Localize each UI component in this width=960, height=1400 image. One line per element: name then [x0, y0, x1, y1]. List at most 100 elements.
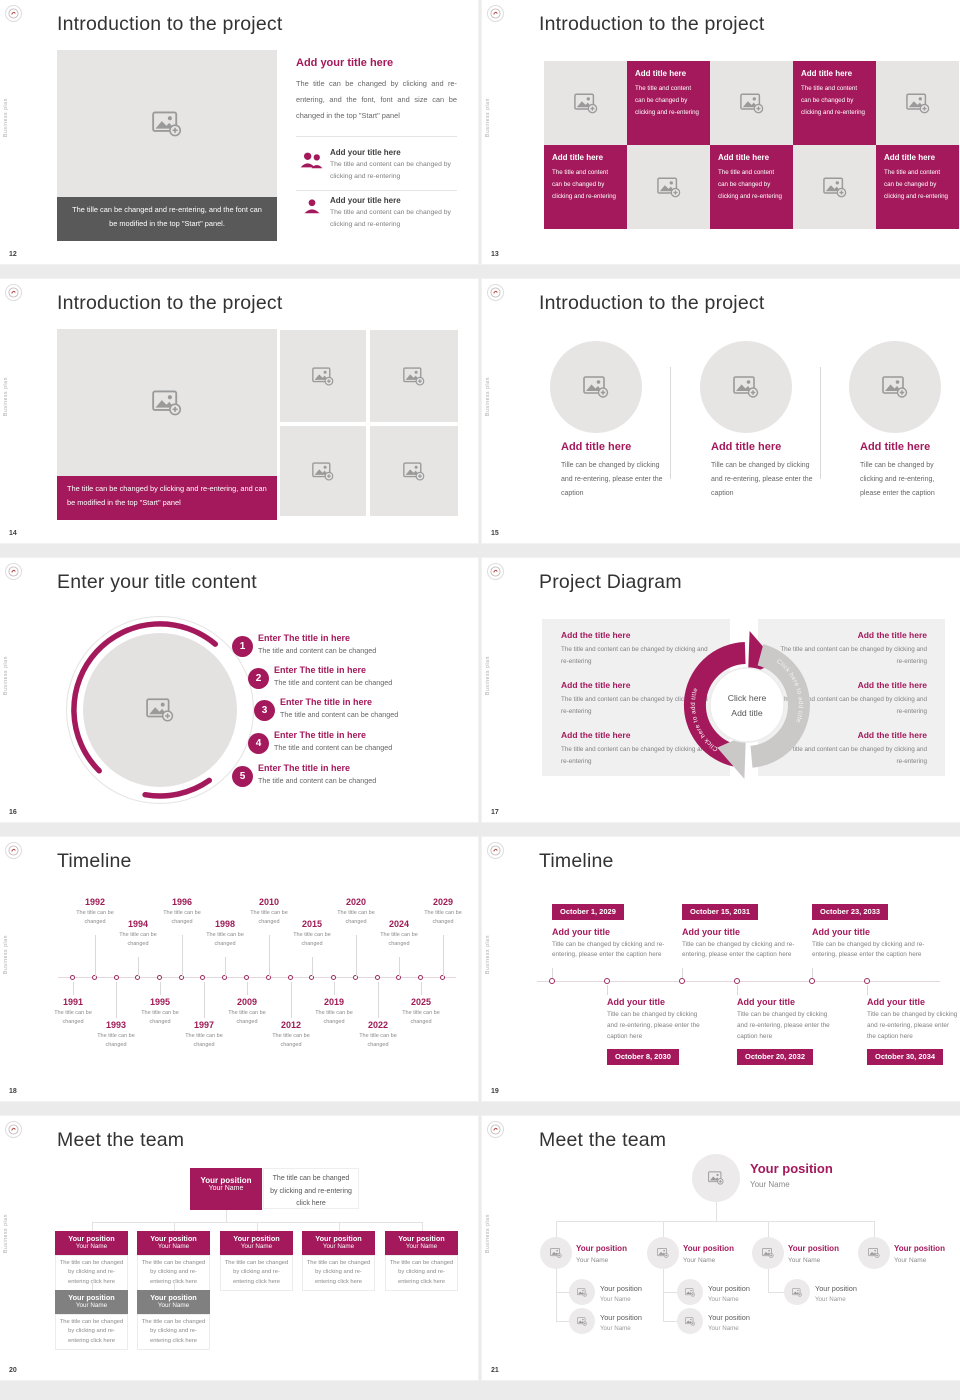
divider — [296, 136, 457, 137]
year-label: 1994 The title can be changed — [119, 919, 157, 947]
emblem-logo — [5, 1121, 22, 1138]
slide-number: 16 — [9, 809, 17, 816]
image-add-icon — [685, 1316, 695, 1326]
grid-cell-card[interactable]: Add title here The title and content can … — [793, 61, 876, 145]
year-label: 2025 The title can be changed — [402, 997, 440, 1025]
image-add-icon — [792, 1287, 802, 1297]
org-root-box[interactable]: Your position Your Name — [190, 1168, 262, 1210]
year-label: 1995 The title can be changed — [141, 997, 179, 1025]
name-label: Your Name — [815, 1296, 846, 1303]
numbered-badge: 1 — [232, 636, 253, 657]
position-label: Your position — [315, 1234, 362, 1243]
avatar-circle[interactable] — [692, 1154, 740, 1202]
item-text: The title and content can be changed by … — [561, 696, 708, 716]
people-group-icon — [299, 151, 325, 175]
grid-cell-card[interactable]: Add title here The title and content can … — [544, 145, 627, 229]
avatar-circle[interactable] — [677, 1279, 703, 1305]
member-caption: The title can be changed by clicking and… — [385, 1255, 458, 1291]
avatar-circle[interactable] — [858, 1237, 890, 1269]
org-member-box[interactable]: Your position Your Name — [220, 1231, 293, 1255]
grid-cell-card[interactable]: Add title here The title and content can … — [876, 145, 959, 229]
image-placeholder[interactable] — [280, 426, 366, 516]
item-title: Add your title — [607, 997, 665, 1007]
card-text: The title and content can be changed by … — [635, 85, 699, 117]
image-placeholder[interactable] — [280, 330, 366, 422]
timeline-dot — [288, 975, 293, 980]
center-line-1: Click here — [727, 693, 767, 703]
image-placeholder[interactable] — [57, 50, 277, 197]
card-title: Add title here — [711, 441, 782, 453]
avatar-circle[interactable] — [647, 1237, 679, 1269]
circle-image-placeholder[interactable] — [700, 341, 792, 433]
timeline-dot — [809, 978, 815, 984]
position-label: Your position — [68, 1293, 115, 1302]
org-member-box[interactable]: Your position Your Name — [302, 1231, 375, 1255]
slide-title: Introduction to the project — [539, 13, 765, 35]
image-placeholder[interactable] — [370, 426, 458, 516]
slide-14-thumbnail[interactable]: Business plan Introduction to the projec… — [0, 279, 478, 543]
card-text: The title and content can be changed by … — [552, 169, 616, 201]
image-placeholder[interactable] — [370, 330, 458, 422]
name-label: Your Name — [750, 1180, 790, 1189]
timeline-card: Add your title Title can be changed by c… — [867, 997, 959, 1065]
item-title: Enter The title in here — [274, 730, 367, 740]
slide-15-thumbnail[interactable]: Business plan Introduction to the projec… — [482, 279, 960, 543]
circle-image-placeholder[interactable] — [83, 633, 237, 787]
slide-13-thumbnail[interactable]: Business plan Introduction to the projec… — [482, 0, 960, 264]
circle-image-placeholder[interactable] — [849, 341, 941, 433]
timeline-dot — [353, 975, 358, 980]
image-add-icon — [583, 376, 609, 398]
slide-21-thumbnail[interactable]: Business plan Meet the team Your positio… — [482, 1116, 960, 1380]
item-title: Add the title here — [857, 680, 927, 690]
timeline-dot — [418, 975, 423, 980]
grid-cell-card[interactable]: Add title here The title and content can … — [710, 145, 793, 229]
slide-18-thumbnail[interactable]: Business plan Timeline 1992 The title can… — [0, 837, 478, 1101]
image-add-icon — [577, 1287, 587, 1297]
circle-image-placeholder[interactable] — [550, 341, 642, 433]
item-title: Add the title here — [561, 630, 631, 640]
org-member-box[interactable]: Your position Your Name — [55, 1290, 128, 1314]
item-title: Add the title here — [857, 730, 927, 740]
org-member-box[interactable]: Your position Your Name — [137, 1290, 210, 1314]
avatar-circle[interactable] — [540, 1237, 572, 1269]
avatar-circle[interactable] — [677, 1308, 703, 1334]
name-label: Your Name — [708, 1325, 739, 1332]
image-add-icon — [312, 366, 334, 386]
side-label: Business plan — [485, 1214, 491, 1253]
slide-title: Enter your title content — [57, 571, 257, 593]
date-badge: October 20, 2032 — [737, 1048, 814, 1065]
avatar-circle[interactable] — [752, 1237, 784, 1269]
name-label: Your Name — [157, 1243, 190, 1250]
grid-cell-image[interactable] — [793, 145, 876, 229]
grid-cell-image[interactable] — [710, 61, 793, 145]
slide-12-thumbnail[interactable]: Business plan Introduction to the projec… — [0, 0, 478, 264]
grid-cell-image[interactable] — [544, 61, 627, 145]
body-text: The title can be changed by clicking and… — [296, 79, 457, 120]
slide-17-thumbnail[interactable]: Business plan Project Diagram Add the ti… — [482, 558, 960, 822]
timeline-dot — [200, 975, 205, 980]
year-label: 2015 The title can be changed — [293, 919, 331, 947]
grid-cell-card[interactable]: Add title here The title and content can … — [627, 61, 710, 145]
avatar-circle[interactable] — [569, 1308, 595, 1334]
org-member-box[interactable]: Your position Your Name — [55, 1231, 128, 1255]
list-item: Add the title here The title and content … — [561, 730, 711, 769]
grid-cell-image[interactable] — [876, 61, 959, 145]
year-label: 2020 The title can be changed — [337, 897, 375, 925]
year-label: 1997 The title can be changed — [185, 1020, 223, 1048]
grid-cell-image[interactable] — [627, 145, 710, 229]
member-caption: The title can be changed by clicking and… — [55, 1255, 128, 1291]
year-label: 2012 The title can be changed — [272, 1020, 310, 1048]
slide-16-thumbnail[interactable]: Business plan Enter your title content 1… — [0, 558, 478, 822]
slide-20-thumbnail[interactable]: Business plan Meet the team Your positio… — [0, 1116, 478, 1380]
org-member-box[interactable]: Your position Your Name — [137, 1231, 210, 1255]
card-text: The title and content can be changed by … — [801, 85, 865, 117]
list-item: Add the title here The title and content … — [561, 680, 711, 719]
image-placeholder[interactable] — [57, 329, 277, 476]
year-label: 2029 The title can be changed — [424, 897, 462, 925]
avatar-circle[interactable] — [569, 1279, 595, 1305]
position-label: Your position — [398, 1234, 445, 1243]
avatar-circle[interactable] — [784, 1279, 810, 1305]
org-member-box[interactable]: Your position Your Name — [385, 1231, 458, 1255]
slide-19-thumbnail[interactable]: Business plan Timeline October 1, 2029 A… — [482, 837, 960, 1101]
timeline-dot — [135, 975, 140, 980]
